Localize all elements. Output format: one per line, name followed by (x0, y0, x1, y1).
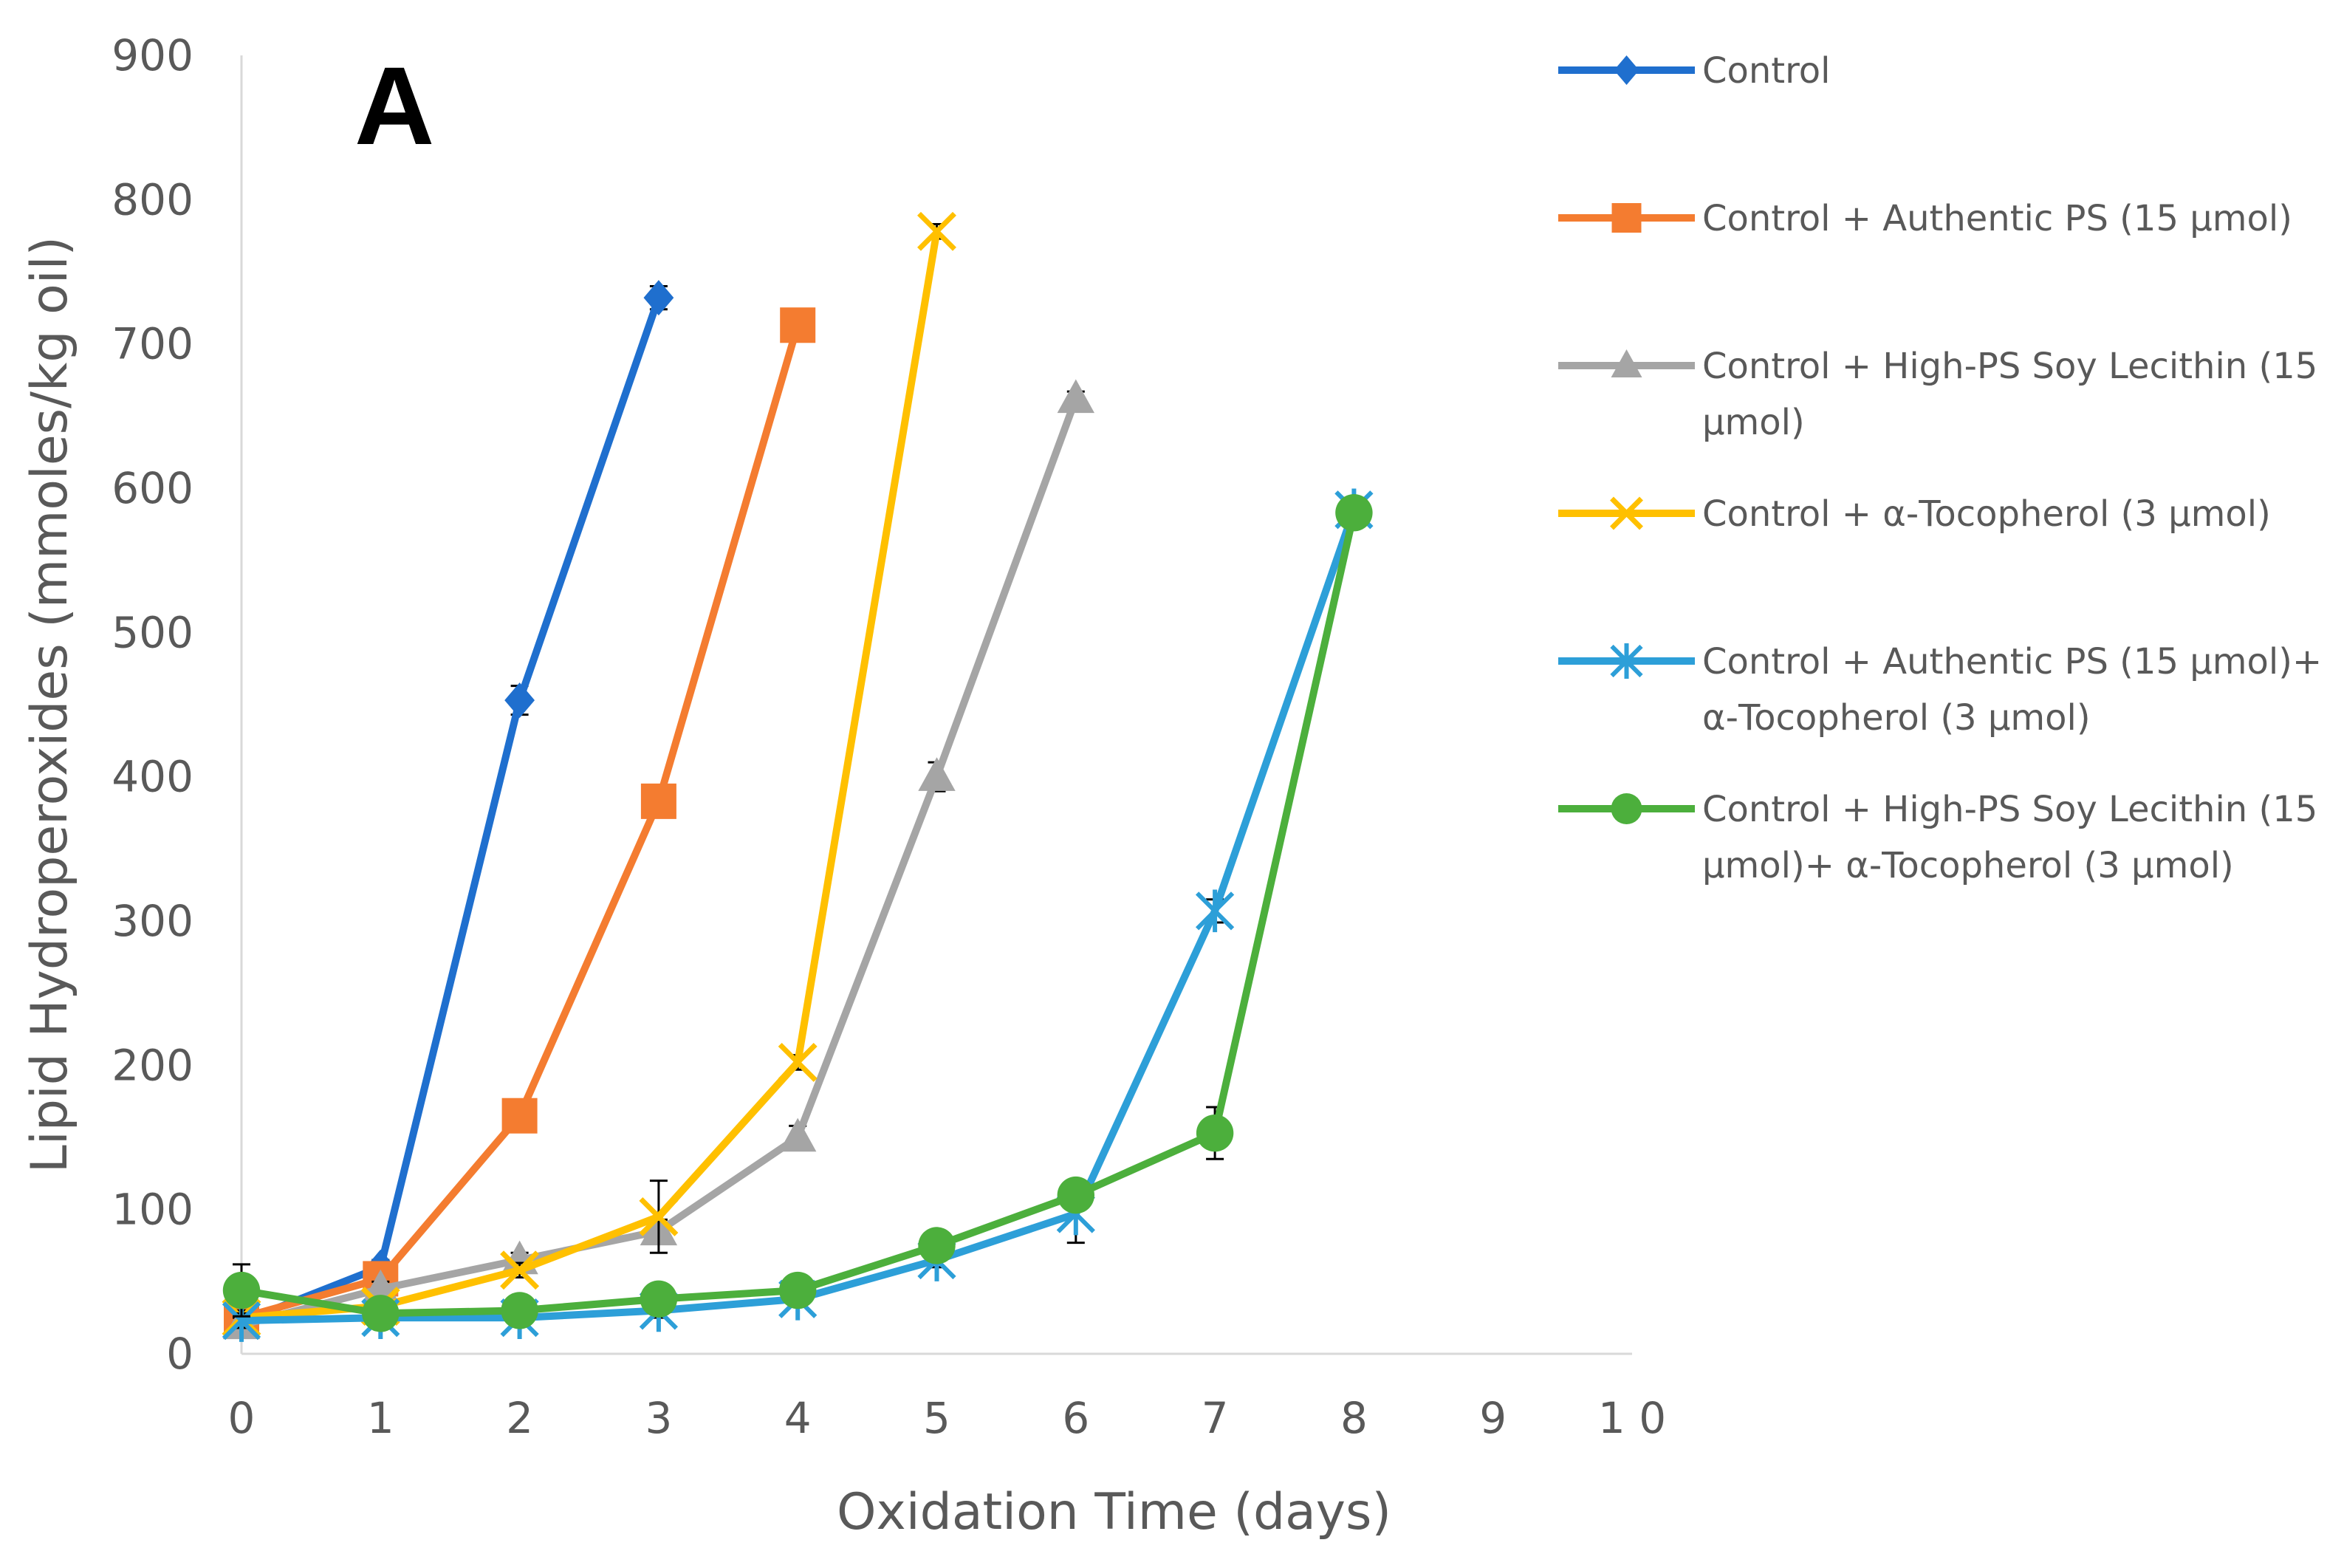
legend-label: Control + High-PS Soy Lecithin (15 (1702, 789, 2317, 830)
series-1 (226, 280, 674, 1341)
circle-marker (918, 1227, 956, 1264)
y-tick-label: 800 (112, 174, 193, 225)
legend-label: Control (1702, 50, 1831, 92)
circle-marker (1057, 1176, 1095, 1214)
x-tick-label: 7 (1202, 1393, 1229, 1443)
x-tick-label: 1 0 (1598, 1393, 1666, 1443)
x-marker (639, 1196, 679, 1236)
legend-label: Control + α-Tocopherol (3 µmol) (1702, 493, 2271, 535)
series-6 (222, 494, 1373, 1332)
diamond-marker (1614, 55, 1639, 85)
legend-label: µmol) (1702, 402, 1805, 443)
y-tick-label: 100 (112, 1185, 193, 1235)
legend-entry-3: Control + High-PS Soy Lecithin (15 µmol) (1558, 346, 2317, 443)
circle-marker (222, 1271, 261, 1309)
legend-label: α-Tocopherol (3 µmol) (1702, 697, 2091, 739)
legend-entry-4: Control + α-Tocopherol (3 µmol) (1558, 493, 2271, 535)
panel-label: A (354, 44, 434, 168)
x-tick-label: 4 (784, 1393, 812, 1443)
square-marker (780, 307, 816, 343)
square-marker (501, 1098, 538, 1134)
series-line (241, 230, 941, 1322)
y-tick-label: 400 (112, 752, 193, 802)
x-tick-label: 6 (1062, 1393, 1089, 1443)
circle-marker (1196, 1114, 1234, 1152)
series-layer (222, 211, 1374, 1342)
legend-entry-2: Control + Authentic PS (15 µmol) (1558, 198, 2292, 239)
legend-entry-1: Control (1558, 50, 1831, 92)
x-axis-title: Oxidation Time (days) (837, 1483, 1391, 1541)
triangle-marker (1611, 349, 1642, 377)
legend-label: Control + Authentic PS (15 µmol)+ (1702, 641, 2322, 682)
y-tick-label: 0 (166, 1329, 193, 1379)
circle-marker (362, 1295, 400, 1332)
legend: Control Control + Authentic PS (15 µmol) C… (1558, 50, 2322, 886)
star-marker (1195, 889, 1235, 933)
legend-label: Control + Authentic PS (15 µmol) (1702, 198, 2292, 239)
triangle-marker (918, 757, 956, 791)
x-tick-label: 3 (645, 1393, 672, 1443)
x-marker (917, 211, 956, 251)
axes (240, 55, 1632, 1355)
x-marker (500, 1250, 540, 1290)
legend-entry-6: Control + High-PS Soy Lecithin (15 µmol)+… (1558, 789, 2317, 886)
square-marker (1611, 203, 1642, 233)
circle-marker (1611, 793, 1642, 824)
triangle-marker (779, 1117, 817, 1152)
triangle-marker (1057, 379, 1094, 414)
legend-entry-5: Control + Authentic PS (15 µmol)+ α-Tocop… (1558, 641, 2322, 739)
x-tick-label: 5 (923, 1393, 950, 1443)
x-tick-label: 1 (367, 1393, 394, 1443)
star-marker (1610, 643, 1643, 679)
series-2 (224, 307, 816, 1336)
series-4 (222, 211, 956, 1338)
circle-marker (779, 1271, 817, 1309)
legend-label: Control + High-PS Soy Lecithin (15 (1702, 346, 2317, 387)
y-tick-label: 600 (112, 463, 193, 513)
series-line (240, 323, 801, 1321)
y-tick-labels: 0 100 200 300 400 500 600 700 800 900 (112, 30, 193, 1379)
circle-marker (640, 1280, 678, 1318)
x-tick-label: 2 (506, 1393, 533, 1443)
x-marker (1610, 496, 1643, 530)
circle-marker (501, 1292, 538, 1329)
square-marker (640, 783, 676, 819)
y-tick-label: 200 (112, 1040, 193, 1090)
y-tick-label: 700 (112, 319, 193, 369)
legend-label: µmol)+ α-Tocopherol (3 µmol) (1702, 845, 2234, 886)
y-tick-label: 300 (112, 896, 193, 946)
diamond-marker (643, 280, 674, 316)
diamond-marker (504, 682, 535, 719)
series-line (241, 512, 1358, 1318)
y-tick-label: 500 (112, 607, 193, 657)
x-marker (778, 1042, 818, 1082)
y-axis-title: Lipid Hydroperoxides (mmoles/kg oil) (21, 236, 79, 1173)
series-line (241, 508, 1358, 1325)
x-tick-label: 8 (1340, 1393, 1368, 1443)
circle-marker (1335, 494, 1373, 532)
x-tick-label: 0 (228, 1393, 256, 1443)
y-tick-label: 900 (112, 30, 193, 81)
x-tick-label: 9 (1479, 1393, 1507, 1443)
x-tick-labels: 0 1 2 3 4 5 6 7 8 9 1 0 (228, 1393, 1667, 1443)
series-line (240, 296, 662, 1326)
